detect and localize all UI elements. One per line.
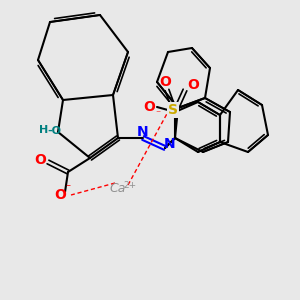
Text: O: O	[159, 75, 171, 89]
Text: O: O	[34, 153, 46, 167]
Text: N: N	[137, 125, 149, 139]
Text: 2+: 2+	[123, 181, 136, 190]
Text: ⁻: ⁻	[65, 183, 70, 193]
Text: H: H	[39, 125, 49, 135]
Text: O: O	[143, 100, 155, 114]
Text: S: S	[168, 103, 178, 117]
Text: ⁻: ⁻	[155, 109, 160, 119]
Text: -O: -O	[47, 126, 61, 136]
Text: O: O	[187, 78, 199, 92]
Text: Ca: Ca	[110, 182, 126, 194]
Text: N: N	[164, 137, 176, 151]
Text: O: O	[54, 188, 66, 202]
